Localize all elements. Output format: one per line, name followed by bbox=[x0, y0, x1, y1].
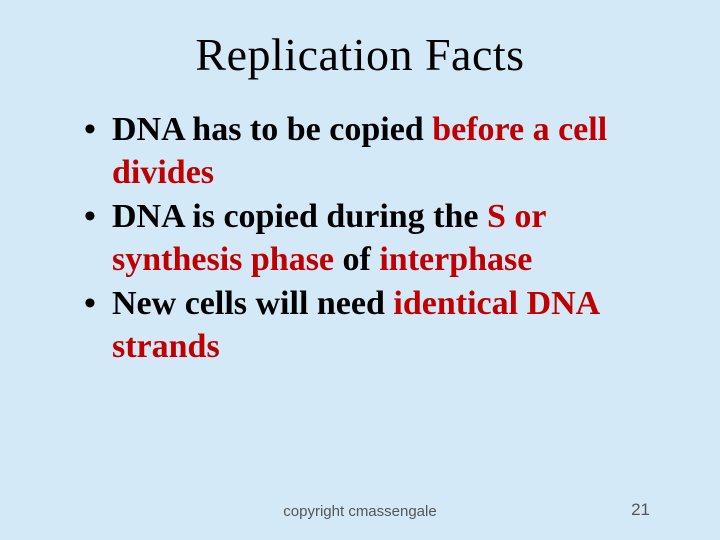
bullet-text: DNA is copied during the bbox=[112, 198, 487, 235]
bullet-item: DNA is copied during the S or synthesis … bbox=[84, 196, 660, 281]
copyright-text: copyright cmassengale bbox=[283, 503, 436, 520]
bullet-text: New cells will need bbox=[112, 285, 393, 322]
slide: Replication Facts DNA has to be copied b… bbox=[0, 0, 720, 540]
bullet-highlight: interphase bbox=[379, 241, 532, 278]
slide-title: Replication Facts bbox=[60, 28, 660, 81]
bullet-item: DNA has to be copied before a cell divid… bbox=[84, 109, 660, 194]
bullet-text: DNA has to be copied bbox=[112, 111, 432, 148]
page-number: 21 bbox=[631, 500, 650, 520]
slide-footer: copyright cmassengale 21 bbox=[0, 503, 720, 520]
bullet-text: of bbox=[334, 241, 379, 278]
bullet-list: DNA has to be copied before a cell divid… bbox=[60, 109, 660, 368]
bullet-item: New cells will need identical DNA strand… bbox=[84, 283, 660, 368]
